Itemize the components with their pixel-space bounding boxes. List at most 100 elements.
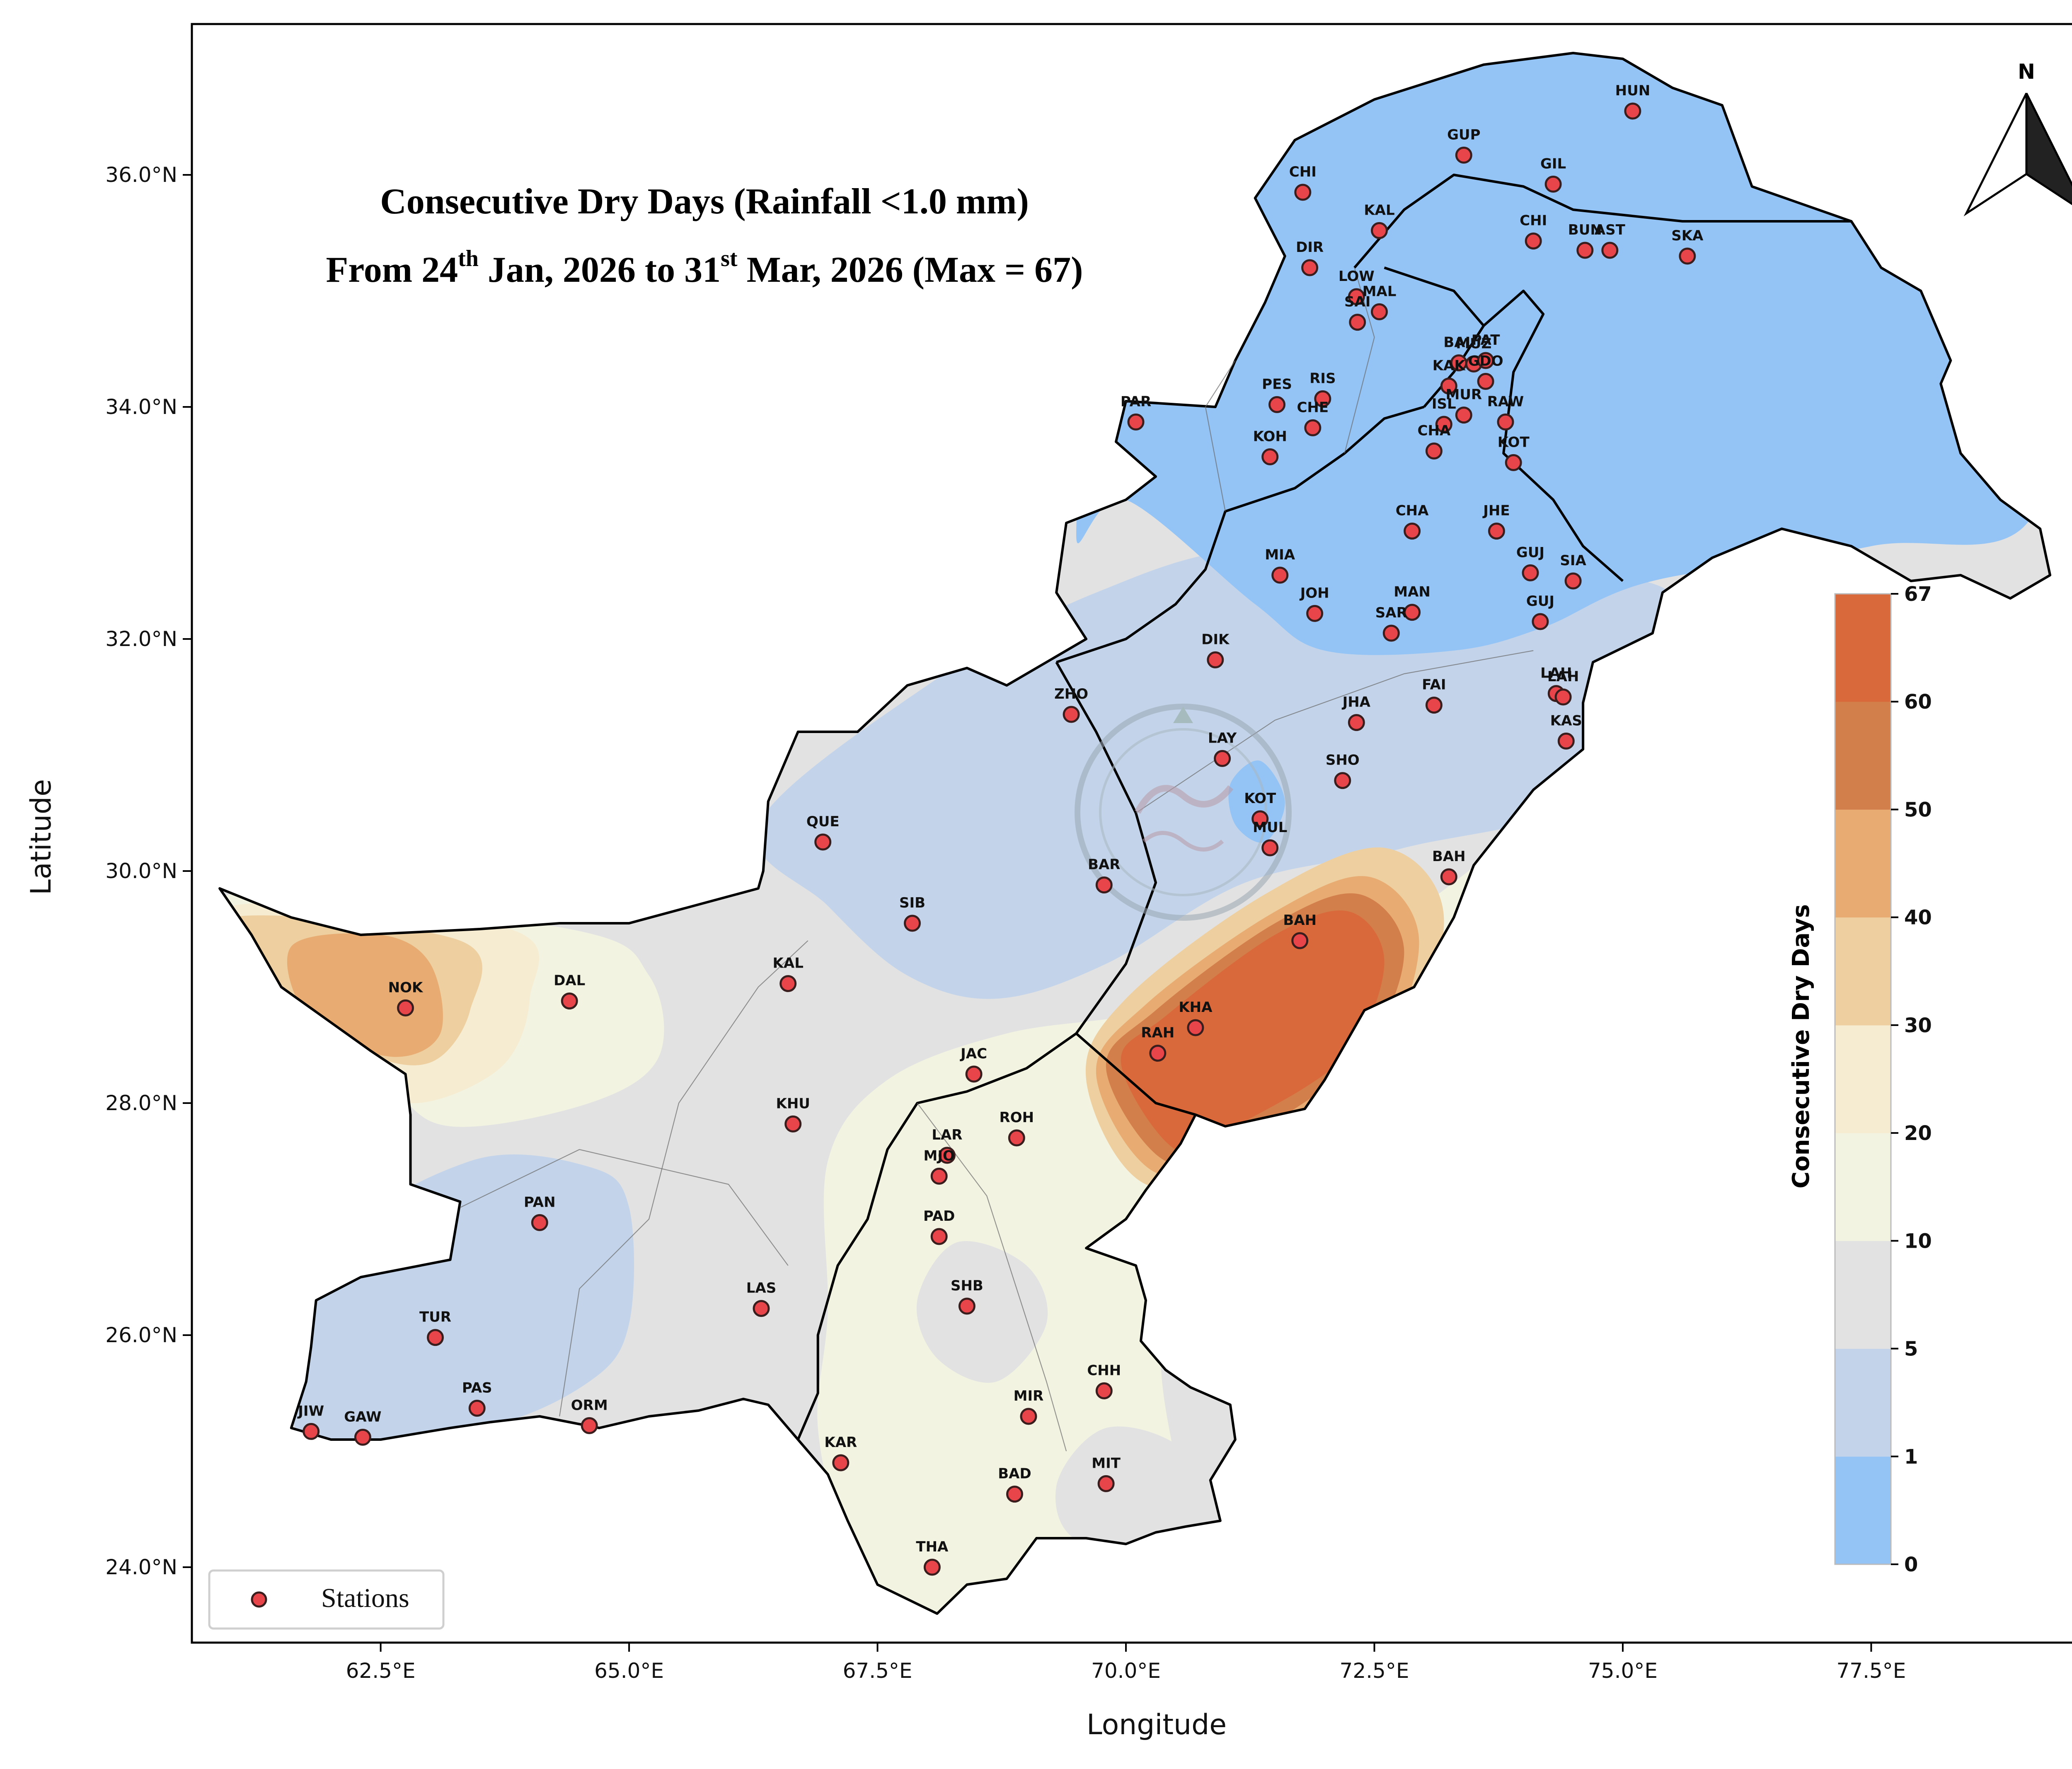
station-marker-cha (1404, 523, 1421, 540)
colorbar-tick-label: 40 (1904, 906, 1932, 929)
station-label-kar: KAR (824, 1434, 857, 1451)
station-label-lay: LAY (1208, 730, 1237, 746)
station-label-chh: CHH (1087, 1362, 1121, 1379)
y-tick-label: 24.0°N (105, 1555, 177, 1579)
station-marker-kal (1371, 222, 1388, 239)
station-label-lar: LAR (932, 1127, 962, 1143)
colorbar-segment (1835, 917, 1891, 1026)
colorbar-tick-label: 5 (1904, 1338, 1918, 1361)
station-label-que: QUE (806, 813, 840, 830)
station-label-guj: GUJ (1516, 544, 1544, 561)
station-marker-mal (1371, 303, 1388, 320)
title-part-1: From 24 (326, 250, 458, 290)
station-marker-pad (930, 1228, 948, 1245)
district-line-1 (460, 1149, 789, 1266)
station-marker-rah (1149, 1045, 1167, 1062)
station-marker-mur (1455, 407, 1472, 424)
station-marker-gup (1455, 146, 1472, 164)
station-marker-fai (1425, 697, 1443, 714)
station-marker-dal (561, 992, 578, 1010)
x-tick-label: 75.0°E (1588, 1659, 1658, 1683)
station-label-joh: JOH (1300, 585, 1329, 601)
colorbar-tick-label: 50 (1904, 798, 1932, 821)
colorbar-tick-label: 67 (1904, 583, 1932, 606)
station-marker-mir (1020, 1408, 1037, 1425)
colorbar-segment (1835, 1241, 1891, 1349)
y-tick-label: 36.0°N (105, 163, 177, 187)
station-marker-mul (1261, 839, 1279, 857)
colorbar-segment (1835, 1133, 1891, 1241)
station-marker-chi (1294, 184, 1312, 201)
station-label-bad: BAD (998, 1466, 1031, 1482)
station-label-mur: MUR (1445, 387, 1482, 403)
station-marker-kha (1187, 1019, 1204, 1036)
station-marker-jha (1348, 714, 1365, 731)
station-label-raw: RAW (1487, 393, 1524, 410)
y-axis-ticks: 24.0°N 26.0°N 28.0°N 30.0°N 32.0°N 34.0°N 36.0… (105, 163, 192, 1579)
station-label-low: LOW (1339, 268, 1375, 285)
station-label-khu: KHU (776, 1095, 810, 1112)
station-label-dal: DAL (554, 973, 585, 989)
station-marker-pes (1268, 396, 1285, 413)
x-tick-label: 62.5°E (346, 1659, 416, 1683)
station-label-che: CHE (1297, 399, 1329, 416)
title-part-3: Mar, 2026 (Max = 67) (738, 250, 1083, 290)
x-tick-label: 72.5°E (1340, 1659, 1409, 1683)
district-line-3 (1135, 650, 1534, 813)
station-label-mit: MIT (1092, 1455, 1121, 1471)
field-class-5-10-thar (1055, 1426, 1230, 1548)
field-class-60-67-punjab (1121, 910, 1385, 1153)
station-marker-dik (1207, 651, 1224, 668)
title-part-2: Jan, 2026 to 31 (479, 250, 721, 290)
colorbar-outline (1834, 593, 1892, 1565)
province-boundary-line-2 (1075, 1032, 1196, 1116)
y-tick-label: 28.0°N (105, 1091, 177, 1115)
station-marker-low (1348, 288, 1365, 305)
legend-station-label: Stations (321, 1583, 409, 1613)
title-part-sup-1: th (458, 246, 479, 271)
x-tick-label: 65.0°E (594, 1659, 664, 1683)
colorbar: 0 1 5 10 20 30 40 50 60 67 (1834, 583, 1932, 1576)
station-label-pas: PAS (462, 1379, 492, 1396)
station-label-jhe: JHE (1482, 503, 1510, 519)
station-label-pes: PES (1262, 376, 1292, 392)
station-marker-roh (1008, 1129, 1025, 1147)
station-label-lah: LAH (1547, 668, 1579, 685)
colorbar-segment (1835, 1025, 1891, 1133)
x-tick-label: 70.0°E (1091, 1659, 1161, 1683)
station-marker-bun (1576, 242, 1594, 259)
stations-legend: Stations (208, 1569, 445, 1630)
station-label-man: MAN (1394, 584, 1431, 600)
map-title-line-2: From 24th Jan, 2026 to 31st Mar, 2026 (M… (326, 246, 1083, 290)
station-label-jac: JAC (960, 1045, 987, 1062)
station-label-jha: JHA (1342, 694, 1371, 711)
station-label-pan: PAN (524, 1194, 556, 1210)
station-label-ska: SKA (1671, 227, 1704, 244)
station-label-pad: PAD (923, 1208, 955, 1225)
station-label-kot: KOT (1498, 434, 1530, 450)
station-marker-dir (1301, 259, 1319, 276)
station-marker-bad (1006, 1486, 1023, 1503)
station-label-sai: SAI (1344, 294, 1370, 310)
station-label-kot: KOT (1244, 790, 1276, 807)
y-tick-label: 32.0°N (105, 627, 177, 651)
north-arrow-label: N (2018, 60, 2035, 84)
colorbar-tick-label: 20 (1904, 1122, 1932, 1145)
station-label-kas: KAS (1550, 712, 1582, 729)
x-axis-ticks: 62.5°E 65.0°E 67.5°E 70.0°E 72.5°E 75.0°E 77.5… (346, 1643, 1906, 1683)
station-label-fai: FAI (1422, 677, 1446, 693)
station-marker-gaw (354, 1428, 371, 1446)
station-marker-sho (1334, 772, 1351, 789)
station-marker-las (753, 1300, 770, 1317)
station-label-gup: GUP (1447, 126, 1480, 143)
station-marker-pan (531, 1214, 548, 1231)
province-boundary-line-3 (1423, 290, 1624, 582)
station-label-sib: SIB (899, 895, 925, 911)
station-label-bah: BAH (1283, 912, 1317, 929)
x-axis-label: Longitude (1087, 1709, 1227, 1741)
station-marker-mia (1271, 566, 1289, 584)
station-label-bun: BUN (1568, 222, 1602, 238)
station-label-rah: RAH (1141, 1025, 1174, 1041)
